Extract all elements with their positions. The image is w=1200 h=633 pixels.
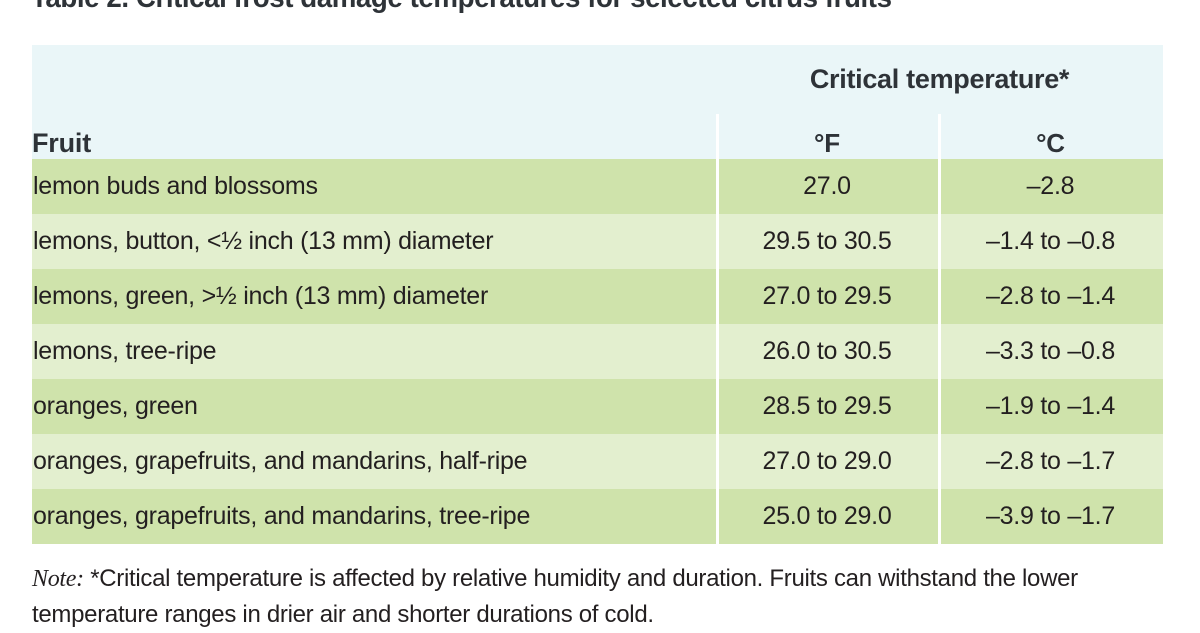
cell-fruit: lemon buds and blossoms	[32, 159, 716, 214]
footnote-text: *Critical temperature is affected by rel…	[32, 565, 1078, 628]
table-footnote: Note: *Critical temperature is affected …	[32, 561, 1177, 633]
cell-fahrenheit: 27.0 to 29.5	[716, 269, 938, 324]
cell-fruit: lemons, button, <½ inch (13 mm) diameter	[32, 214, 716, 269]
cell-celsius: –3.9 to –1.7	[938, 489, 1163, 544]
table-row: lemons, green, >½ inch (13 mm) diameter …	[32, 269, 1163, 324]
cell-fahrenheit: 29.5 to 30.5	[716, 214, 938, 269]
cell-fahrenheit: 27.0 to 29.0	[716, 434, 938, 489]
header-critical-temperature: Critical temperature*	[716, 45, 1163, 114]
table-header: Critical temperature* Fruit °F °C	[32, 45, 1163, 159]
cell-fruit: lemons, tree-ripe	[32, 324, 716, 379]
cell-celsius: –2.8 to –1.4	[938, 269, 1163, 324]
table-row: lemons, tree-ripe 26.0 to 30.5 –3.3 to –…	[32, 324, 1163, 379]
header-row-units: Fruit °F °C	[32, 114, 1163, 159]
table-row: oranges, green 28.5 to 29.5 –1.9 to –1.4	[32, 379, 1163, 434]
table-row: oranges, grapefruits, and mandarins, tre…	[32, 489, 1163, 544]
cell-fahrenheit: 27.0	[716, 159, 938, 214]
table-body: lemon buds and blossoms 27.0 –2.8 lemons…	[32, 159, 1163, 544]
column-header-fahrenheit: °F	[716, 114, 938, 159]
table-title: Table 2. Critical frost damage temperatu…	[31, 0, 1139, 17]
cell-celsius: –2.8	[938, 159, 1163, 214]
cell-fruit: oranges, green	[32, 379, 716, 434]
cell-fahrenheit: 25.0 to 29.0	[716, 489, 938, 544]
cell-fruit: lemons, green, >½ inch (13 mm) diameter	[32, 269, 716, 324]
column-header-celsius: °C	[938, 114, 1163, 159]
cell-celsius: –1.4 to –0.8	[938, 214, 1163, 269]
frost-damage-table: Critical temperature* Fruit °F °C lemon …	[32, 45, 1163, 544]
frost-table-container: Critical temperature* Fruit °F °C lemon …	[32, 45, 1163, 544]
cell-fahrenheit: 26.0 to 30.5	[716, 324, 938, 379]
table-row: lemons, button, <½ inch (13 mm) diameter…	[32, 214, 1163, 269]
column-header-fruit: Fruit	[32, 114, 716, 159]
cell-celsius: –1.9 to –1.4	[938, 379, 1163, 434]
table-row: lemon buds and blossoms 27.0 –2.8	[32, 159, 1163, 214]
header-row-group: Critical temperature*	[32, 45, 1163, 114]
footnote-label: Note:	[32, 566, 84, 592]
cell-fruit: oranges, grapefruits, and mandarins, hal…	[32, 434, 716, 489]
cell-celsius: –2.8 to –1.7	[938, 434, 1163, 489]
header-spacer-cell	[32, 45, 716, 114]
cell-celsius: –3.3 to –0.8	[938, 324, 1163, 379]
cell-fruit: oranges, grapefruits, and mandarins, tre…	[32, 489, 716, 544]
table-row: oranges, grapefruits, and mandarins, hal…	[32, 434, 1163, 489]
cell-fahrenheit: 28.5 to 29.5	[716, 379, 938, 434]
